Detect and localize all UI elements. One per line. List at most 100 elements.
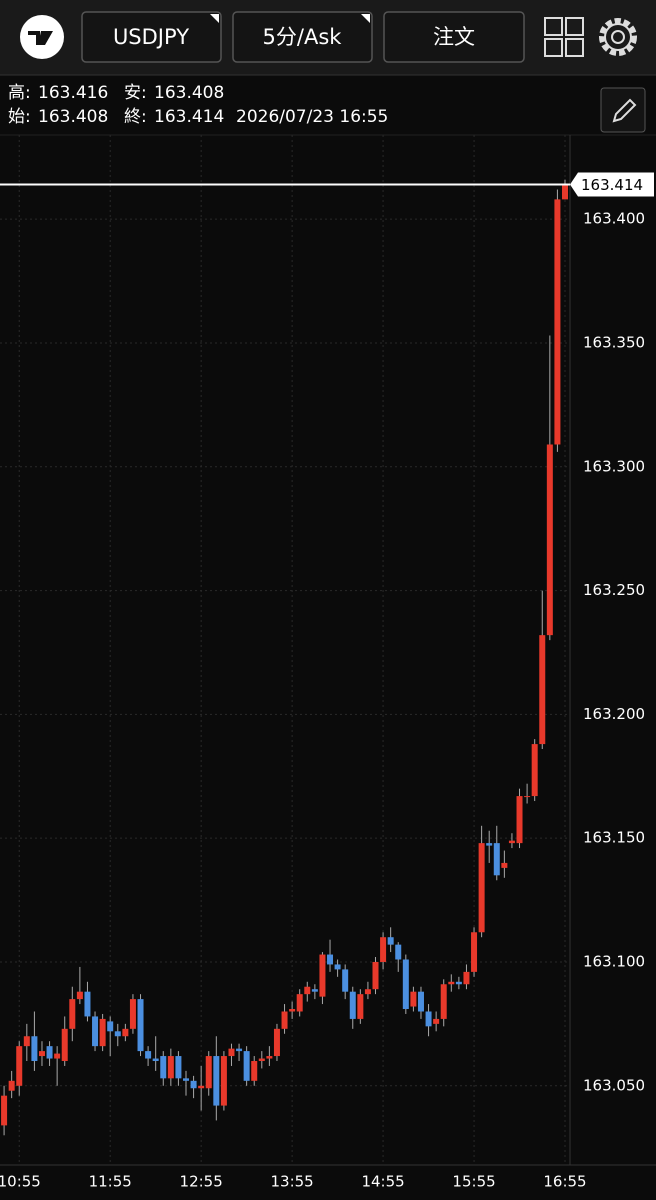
- candle-body: [334, 964, 341, 970]
- button-frame: [232, 11, 373, 63]
- candle-body: [46, 1046, 53, 1059]
- candle-body: [281, 1011, 288, 1029]
- candle-body: [160, 1056, 167, 1079]
- y-tick-label: 163.100: [583, 952, 645, 970]
- candle-body: [524, 796, 531, 798]
- candle-body: [433, 1018, 440, 1024]
- info-label: 終:: [124, 107, 147, 127]
- candle-body: [54, 1053, 61, 1059]
- timeframe-button[interactable]: 5分/Ask: [232, 11, 373, 63]
- candle-body: [198, 1085, 205, 1089]
- gear-hub: [611, 30, 625, 44]
- candle-body: [539, 635, 546, 745]
- candle-body: [152, 1058, 159, 1062]
- candle-body: [1, 1095, 8, 1126]
- icon-cell: [544, 38, 563, 57]
- candle-body: [38, 1051, 45, 1057]
- candle-body: [107, 1021, 114, 1032]
- button-label: 注文: [433, 25, 475, 49]
- candle-body: [562, 184, 568, 200]
- candle-body: [387, 937, 394, 945]
- symbol-button[interactable]: USDJPY: [81, 11, 222, 63]
- candle-body: [357, 994, 364, 1019]
- logo-button[interactable]: [20, 15, 64, 59]
- candle-body: [145, 1051, 152, 1059]
- x-tick-label: 11:55: [89, 1173, 132, 1191]
- y-tick-label: 163.350: [583, 333, 645, 351]
- candle-body: [190, 1080, 197, 1089]
- candle-body: [243, 1051, 250, 1081]
- candle-body: [554, 199, 561, 445]
- icon-cell: [565, 17, 584, 36]
- candle-body: [99, 1018, 106, 1047]
- x-tick-label: 12:55: [180, 1173, 223, 1191]
- button-label: 5分/Ask: [263, 25, 343, 49]
- candle-body: [395, 944, 402, 960]
- draw-button[interactable]: [600, 87, 646, 133]
- candle-body: [258, 1058, 265, 1062]
- candle-body: [380, 937, 387, 962]
- x-tick-label: 16:55: [543, 1173, 586, 1191]
- candle-body: [92, 1016, 99, 1047]
- candle-body: [167, 1056, 174, 1079]
- x-tick-label: 10:55: [0, 1173, 41, 1191]
- button-frame: [383, 11, 525, 63]
- pencil-icon: [612, 98, 637, 123]
- candle-body: [372, 961, 379, 990]
- candle-body: [425, 1011, 432, 1027]
- candle-body: [493, 843, 500, 876]
- y-tick-label: 163.050: [583, 1076, 645, 1094]
- candle-body: [76, 991, 83, 1000]
- candle-body: [23, 1036, 30, 1047]
- candle-body: [220, 1056, 227, 1106]
- candle-body: [546, 444, 553, 636]
- candle-body: [175, 1056, 182, 1079]
- candle-body: [410, 991, 417, 1007]
- info-value: 163.414: [154, 107, 224, 127]
- button-label: USDJPY: [113, 25, 189, 49]
- info-value: 163.408: [154, 83, 224, 103]
- info-value: 163.416: [38, 83, 108, 103]
- candle-body: [448, 981, 455, 985]
- button-frame: [600, 87, 646, 133]
- y-tick-label: 163.150: [583, 829, 645, 847]
- candle-body: [236, 1048, 243, 1052]
- candle-body: [508, 840, 515, 844]
- candle-body: [471, 932, 478, 972]
- x-tick-label: 15:55: [452, 1173, 495, 1191]
- candle-body: [501, 862, 508, 868]
- candle-body: [311, 989, 318, 992]
- info-label: 安:: [124, 83, 147, 103]
- gear-ring: [604, 23, 632, 51]
- candle-body: [516, 796, 523, 844]
- candle-body: [61, 1028, 68, 1062]
- info-label: 高:: [8, 83, 31, 103]
- candle-body: [205, 1056, 212, 1089]
- candle-body: [273, 1028, 280, 1057]
- candle-body: [486, 843, 493, 846]
- button-frame: [81, 11, 222, 63]
- corner-mark: [210, 14, 219, 23]
- layout-button[interactable]: [544, 17, 584, 57]
- candle-body: [8, 1080, 15, 1091]
- icon-cell: [544, 17, 563, 36]
- candle-body: [213, 1056, 220, 1106]
- candle-body: [478, 843, 485, 933]
- last-price-tag: [570, 172, 654, 197]
- candle-body: [228, 1048, 235, 1057]
- order-button[interactable]: 注文: [383, 11, 525, 63]
- candle-body: [289, 1009, 296, 1012]
- candle-body: [137, 999, 144, 1052]
- logo-icon: [28, 31, 53, 45]
- candle-body: [114, 1031, 121, 1037]
- candle-body: [342, 969, 349, 992]
- info-label: 始:: [8, 107, 31, 127]
- candle-body: [531, 744, 538, 797]
- candle-body: [364, 989, 371, 995]
- candle-body: [183, 1078, 189, 1081]
- settings-button[interactable]: [599, 18, 637, 56]
- gear-teeth: [599, 18, 637, 56]
- candle-body: [129, 999, 136, 1029]
